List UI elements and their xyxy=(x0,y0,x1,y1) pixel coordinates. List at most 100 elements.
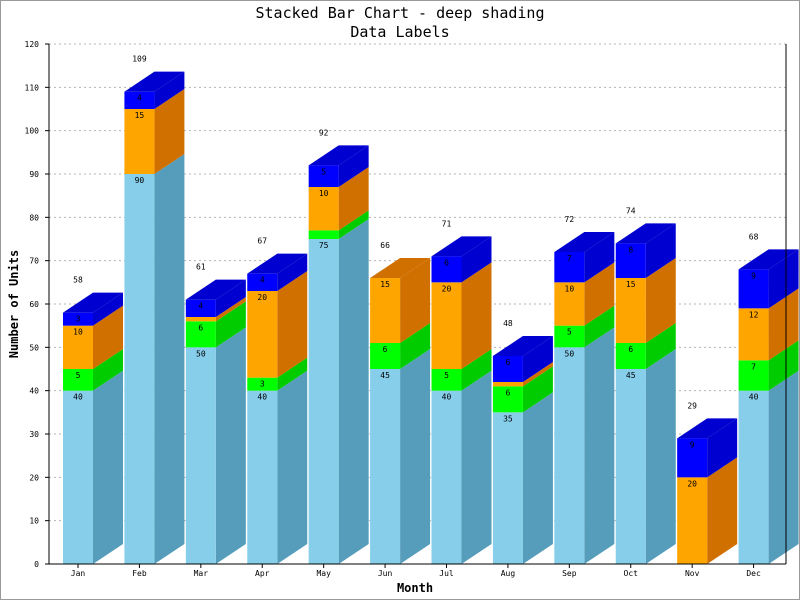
bar-jun-s1 xyxy=(370,343,401,369)
bar-top-dec xyxy=(738,249,799,270)
data-label: 45 xyxy=(626,371,636,380)
total-label: 29 xyxy=(687,401,697,410)
bar-side-mar-s1 xyxy=(215,301,246,348)
bar-top-jun xyxy=(370,258,431,278)
total-label: 72 xyxy=(565,215,575,224)
bar-nov-s2 xyxy=(677,477,708,564)
bar-top-may xyxy=(308,145,369,166)
bar-side-jul-s1 xyxy=(461,349,492,391)
bar-feb-s3 xyxy=(124,91,155,109)
bar-side-sep-s1 xyxy=(584,305,615,348)
data-label: 15 xyxy=(135,111,145,120)
y-tick-label: 110 xyxy=(25,83,40,92)
data-label: 50 xyxy=(196,349,206,358)
bar-side-apr-s0 xyxy=(277,370,308,564)
bar-sep-s1 xyxy=(554,325,585,348)
x-tick-label: Feb xyxy=(132,569,147,578)
data-label: 9 xyxy=(751,271,756,280)
bar-aug-s2 xyxy=(492,382,523,387)
bar-sep-s2 xyxy=(554,282,585,326)
bar-top-jan xyxy=(63,292,123,313)
x-tick-label: Jan xyxy=(71,569,86,578)
bar-side-mar-s0 xyxy=(215,327,246,564)
bar-mar-s2 xyxy=(185,317,216,322)
bar-side-aug-s1 xyxy=(522,366,553,413)
bar-side-mar-s2 xyxy=(215,297,246,322)
data-label: 9 xyxy=(690,440,695,449)
bar-feb-s2 xyxy=(124,109,155,174)
total-label: 71 xyxy=(442,219,452,228)
data-label: 15 xyxy=(626,280,636,289)
y-tick-label: 10 xyxy=(29,517,39,526)
bar-side-apr-s2 xyxy=(277,271,308,378)
bar-dec-s0 xyxy=(738,390,769,564)
bar-side-jun-s0 xyxy=(400,349,431,564)
bar-side-aug-s0 xyxy=(522,392,553,564)
y-tick-label: 80 xyxy=(29,213,39,222)
bar-jan-s3 xyxy=(63,312,93,326)
bar-side-nov-s2 xyxy=(707,457,738,564)
bar-side-jan-s1 xyxy=(93,349,123,391)
bar-dec-s3 xyxy=(738,269,769,309)
bar-side-sep-s0 xyxy=(584,327,615,564)
bar-side-may-s3 xyxy=(338,145,369,187)
bar-side-sep-s2 xyxy=(584,262,615,326)
data-label: 5 xyxy=(567,328,572,337)
bar-side-aug-s3 xyxy=(522,336,553,382)
bar-top-jul xyxy=(431,236,492,257)
bar-side-may-s2 xyxy=(338,167,369,231)
bar-may-s0 xyxy=(308,239,339,564)
bar-side-jan-s2 xyxy=(93,305,123,369)
data-label: 6 xyxy=(628,345,633,354)
x-tick-label: Mar xyxy=(194,569,209,578)
y-tick-label: 120 xyxy=(25,40,40,49)
bar-oct-s1 xyxy=(615,343,646,369)
bar-sep-s3 xyxy=(554,252,585,283)
bar-side-dec-s1 xyxy=(768,340,799,391)
data-label: 75 xyxy=(319,241,329,250)
bar-oct-s2 xyxy=(615,278,646,343)
data-label: 10 xyxy=(565,284,575,293)
x-tick-label: Aug xyxy=(501,569,516,578)
data-label: 4 xyxy=(137,94,142,103)
data-label: 12 xyxy=(749,310,759,319)
bar-side-sep-s3 xyxy=(584,232,615,283)
bar-side-jul-s2 xyxy=(461,262,492,369)
bar-mar-s0 xyxy=(185,347,216,564)
bar-dec-s2 xyxy=(738,308,769,361)
bar-sep-s0 xyxy=(554,347,585,564)
bar-side-oct-s3 xyxy=(645,223,676,278)
data-label: 8 xyxy=(628,245,633,254)
x-tick-label: Jul xyxy=(439,569,454,578)
data-label: 10 xyxy=(319,189,329,198)
bar-may-s1 xyxy=(308,230,339,239)
data-label: 40 xyxy=(442,393,452,402)
bar-jul-s0 xyxy=(431,390,462,564)
y-tick-label: 40 xyxy=(29,387,39,396)
y-tick-label: 30 xyxy=(29,430,39,439)
chart-subtitle: Data Labels xyxy=(350,23,450,41)
data-label: 6 xyxy=(444,258,449,267)
bar-side-feb-s2 xyxy=(154,89,185,174)
bar-mar-s1 xyxy=(185,321,216,348)
bar-oct-s3 xyxy=(615,243,646,278)
y-tick-label: 60 xyxy=(29,300,39,309)
bar-side-jul-s3 xyxy=(461,236,492,283)
bar-may-s2 xyxy=(308,187,339,231)
data-label: 5 xyxy=(444,371,449,380)
bar-mar-s3 xyxy=(185,299,216,317)
y-tick-label: 50 xyxy=(29,343,39,352)
bar-side-jun-s2 xyxy=(400,258,431,343)
data-label: 20 xyxy=(687,479,697,488)
bar-aug-s0 xyxy=(492,412,523,564)
total-label: 66 xyxy=(380,241,390,250)
x-tick-label: Sep xyxy=(562,569,577,578)
data-label: 40 xyxy=(749,393,759,402)
bar-may-s3 xyxy=(308,165,339,187)
bar-side-oct-s2 xyxy=(645,258,676,343)
bar-top-aug xyxy=(492,336,553,356)
total-label: 67 xyxy=(257,237,267,246)
bar-top-sep xyxy=(554,232,615,252)
data-label: 10 xyxy=(73,328,83,337)
